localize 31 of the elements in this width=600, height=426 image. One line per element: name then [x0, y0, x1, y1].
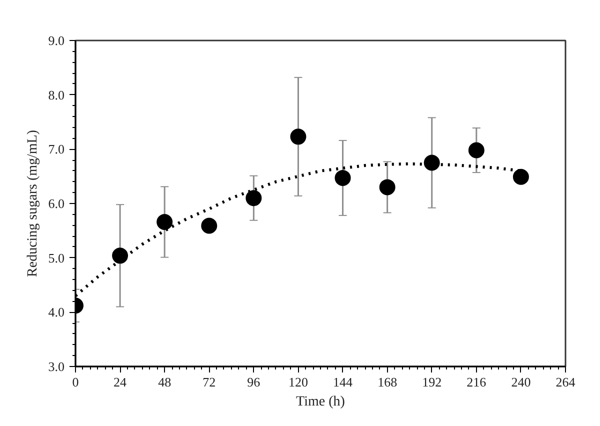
x-tick-label: 96 — [247, 374, 261, 390]
x-tick-label: 216 — [466, 374, 487, 390]
x-axis-title: Time (h) — [296, 394, 346, 410]
point — [201, 218, 218, 234]
point — [112, 248, 128, 264]
y-tick-label: 8.0 — [48, 87, 64, 102]
x-tick-label: 48 — [158, 374, 172, 390]
x-tick-label: 24 — [114, 374, 128, 390]
y-axis-title: Reducing sugars (mg/mL) — [25, 130, 40, 277]
y-tick-label: 7.0 — [48, 142, 64, 157]
point — [334, 170, 351, 186]
point — [468, 142, 484, 158]
y-tick-label: 9.0 — [48, 33, 64, 48]
y-tick-label: 5.0 — [48, 250, 64, 266]
x-tick-label: 144 — [333, 374, 354, 390]
point — [379, 179, 396, 196]
x-tick-label: 72 — [202, 374, 216, 390]
y-tick-label: 4.0 — [48, 304, 64, 320]
x-tick-label: 192 — [422, 374, 442, 390]
x-tick-label: 0 — [72, 374, 79, 390]
point — [246, 190, 262, 206]
y-tick-label: 3.0 — [48, 359, 64, 374]
point — [424, 154, 440, 171]
x-tick-label: 168 — [378, 374, 398, 390]
y-tick-label: 6.0 — [48, 196, 64, 211]
x-tick-label: 264 — [556, 374, 576, 390]
point — [512, 168, 529, 185]
point — [156, 214, 173, 230]
point — [290, 128, 306, 145]
x-tick-label: 120 — [288, 374, 308, 390]
x-tick-label: 240 — [511, 374, 531, 390]
